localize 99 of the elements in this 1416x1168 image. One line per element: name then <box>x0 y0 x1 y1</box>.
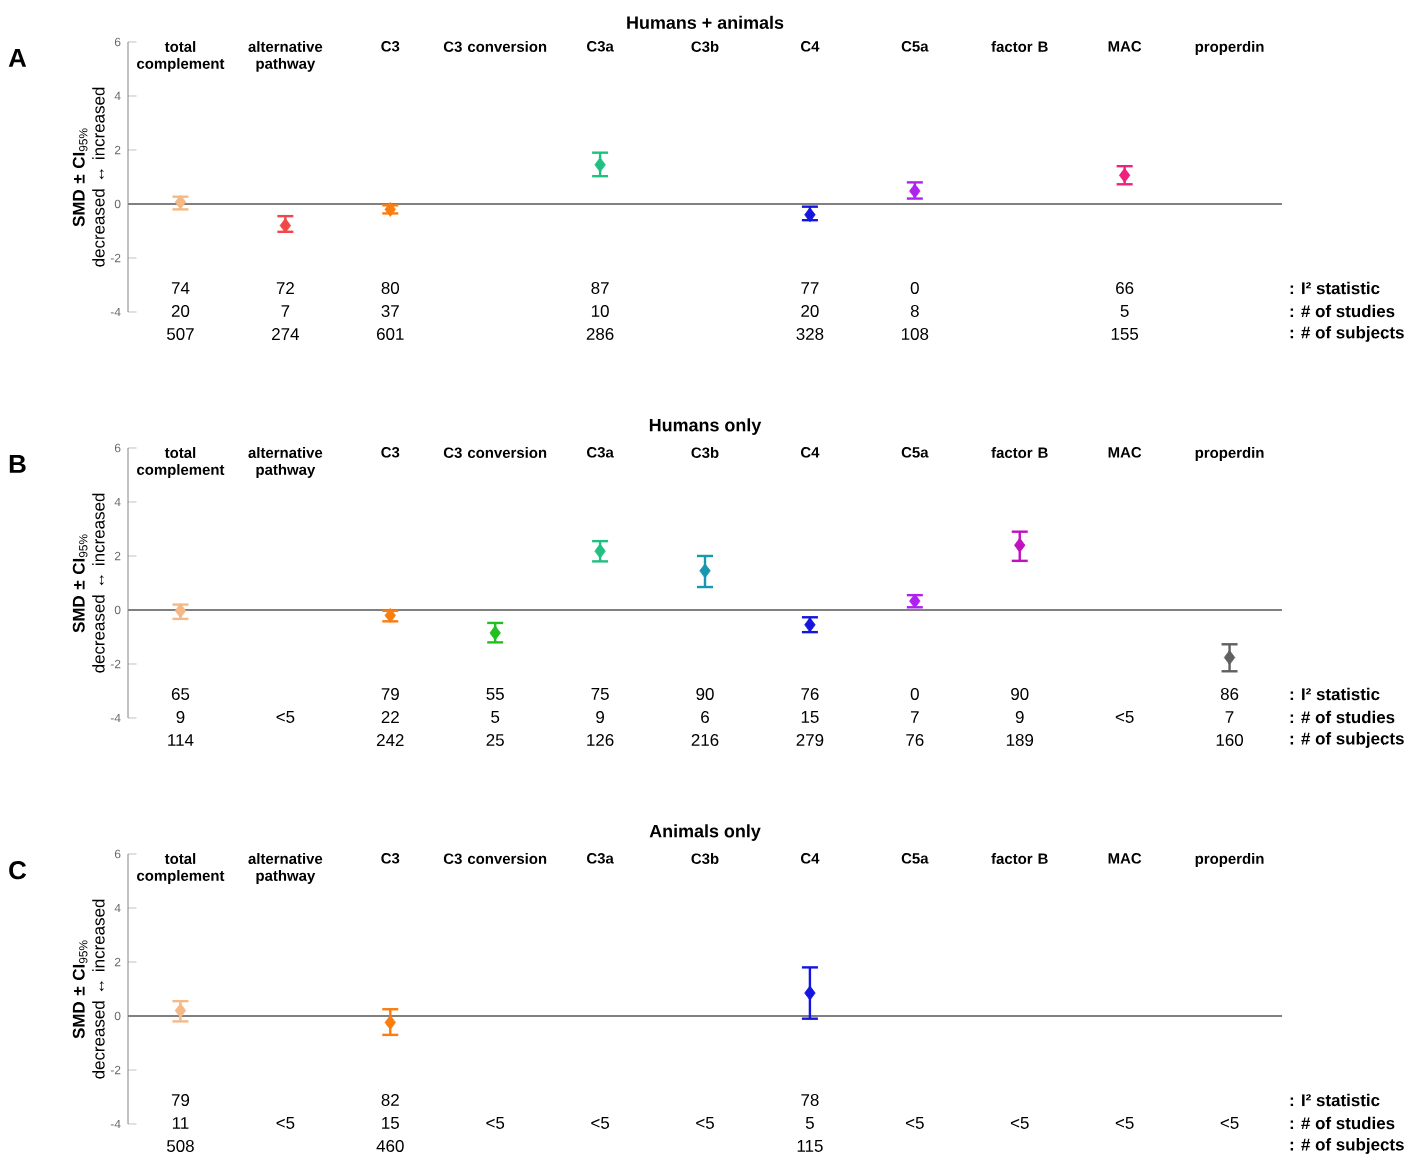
text: 126 <box>587 734 614 746</box>
text: 108 <box>901 328 929 340</box>
point <box>384 201 396 217</box>
point <box>909 183 921 199</box>
annotation: 6 <box>701 711 709 723</box>
point <box>699 563 711 579</box>
text: 160 <box>1216 734 1244 746</box>
annotation: 22 <box>381 711 399 723</box>
text: : # of subjects <box>1290 732 1404 748</box>
text: 507 <box>167 328 194 340</box>
text: : # of subjects <box>1290 1138 1404 1154</box>
annotation: 37 <box>381 305 399 317</box>
annotation: 5 <box>805 1117 814 1129</box>
text: 25 <box>486 734 504 746</box>
point <box>594 157 606 173</box>
text: B <box>9 455 26 473</box>
text: : I² statistic <box>1290 281 1380 295</box>
text: 286 <box>586 328 614 340</box>
annotation: <5 <box>696 1117 714 1129</box>
annotation: 15 <box>382 1117 399 1129</box>
annotation: 75 <box>591 688 609 700</box>
text: : # of studies <box>1290 304 1395 318</box>
annotation: 87 <box>591 282 609 294</box>
annotation: <5 <box>1010 1117 1029 1129</box>
point <box>804 617 816 633</box>
annotation: 9 <box>176 711 185 723</box>
annotation: 82 <box>381 1094 399 1106</box>
annotation: <5 <box>1115 711 1134 723</box>
text: 114 <box>168 734 194 746</box>
chart-title: Animals only <box>649 824 761 841</box>
annotation: 79 <box>381 688 399 700</box>
text: A <box>8 49 27 67</box>
point <box>174 1003 187 1018</box>
text: 216 <box>691 734 719 746</box>
point <box>1223 650 1236 665</box>
annotation: 90 <box>696 688 714 700</box>
y-axis-title: SMD ± CI$_{95%}$ decreased ↔ increased <box>72 493 105 673</box>
text: C <box>9 861 27 880</box>
annotation: 20 <box>801 305 819 317</box>
point <box>804 985 816 1001</box>
annotation: 72 <box>276 282 294 294</box>
annotation: 5 <box>1120 305 1129 317</box>
annotation: 15 <box>801 711 819 723</box>
text: : # of studies <box>1290 1116 1395 1130</box>
annotation: 80 <box>381 282 400 294</box>
annotation: 65 <box>171 688 190 700</box>
annotation: 0 <box>910 282 919 294</box>
annotation: 79 <box>171 1094 190 1106</box>
annotation: 66 <box>1116 282 1134 294</box>
text: 155 <box>1111 328 1139 340</box>
text: 279 <box>796 734 824 746</box>
annotation: 9 <box>596 711 605 723</box>
text: : # of subjects <box>1290 326 1404 342</box>
annotation: <5 <box>1115 1117 1134 1129</box>
annotation: 78 <box>801 1094 819 1106</box>
annotation: 0 <box>910 688 919 700</box>
point <box>1119 167 1131 183</box>
annotation: 20 <box>171 305 190 317</box>
annotation: <5 <box>591 1117 610 1129</box>
text: : # of studies <box>1290 710 1395 724</box>
annotation: 55 <box>486 688 504 700</box>
text: 328 <box>796 328 824 340</box>
text: 508 <box>167 1140 194 1152</box>
text: : I² statistic <box>1290 1093 1380 1107</box>
annotation: <5 <box>1220 1117 1239 1129</box>
point <box>1014 537 1026 553</box>
annotation: <5 <box>906 1117 924 1129</box>
text: : I² statistic <box>1290 687 1380 701</box>
annotation: 74 <box>171 282 190 294</box>
text: 460 <box>376 1140 404 1152</box>
text: 242 <box>376 734 404 746</box>
annotation: 76 <box>801 688 819 700</box>
annotation: 90 <box>1011 688 1029 700</box>
annotation: <5 <box>486 1117 505 1129</box>
y-axis-title: SMD ± CI$_{95%}$ decreased ↔ increased <box>72 899 105 1079</box>
annotation: <5 <box>276 711 295 723</box>
text: 601 <box>377 328 404 340</box>
point <box>384 1015 396 1030</box>
annotation: 5 <box>491 711 500 723</box>
annotation: 86 <box>1220 688 1239 700</box>
point <box>279 218 292 233</box>
text: 76 <box>906 734 924 746</box>
annotation: 77 <box>801 282 819 294</box>
annotation: 7 <box>910 711 919 723</box>
text: 189 <box>1006 734 1034 746</box>
annotation: 8 <box>910 305 919 317</box>
annotation: 11 <box>172 1117 189 1129</box>
text: 274 <box>272 328 300 340</box>
y-axis-title: SMD ± CI$_{95%}$ decreased ↔ increased <box>72 87 105 267</box>
annotation: 7 <box>1225 711 1234 723</box>
point <box>384 607 396 623</box>
annotation: 9 <box>1015 711 1024 723</box>
chart-title: Humans only <box>649 418 762 435</box>
chart-title: Humans + animals <box>627 15 784 29</box>
annotation: 10 <box>591 305 609 317</box>
annotation: <5 <box>276 1117 295 1129</box>
text: 115 <box>797 1140 823 1152</box>
point <box>804 207 816 223</box>
annotation: 7 <box>281 305 290 317</box>
